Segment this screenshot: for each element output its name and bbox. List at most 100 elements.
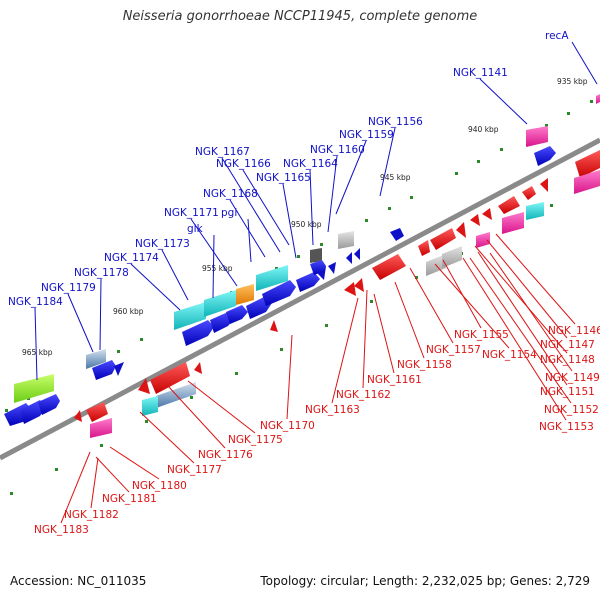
gene-label[interactable]: recA <box>545 30 569 42</box>
gene-glyph[interactable] <box>502 212 524 234</box>
gene-label[interactable]: NGK_1170 <box>260 420 315 432</box>
gene-glyph[interactable] <box>236 284 254 305</box>
gene-glyph[interactable] <box>574 170 600 194</box>
gene-glyph[interactable] <box>256 265 288 291</box>
leader-line <box>161 249 189 301</box>
gene-label[interactable]: NGK_1152 <box>544 404 599 416</box>
gene-glyph[interactable] <box>262 280 296 306</box>
gene-label[interactable]: NGK_1147 <box>540 339 595 351</box>
gene-glyph[interactable] <box>456 222 466 238</box>
gene-glyph[interactable] <box>534 146 556 166</box>
gene-label[interactable]: NGK_1180 <box>132 480 187 492</box>
gene-glyph[interactable] <box>390 228 404 241</box>
leader-line <box>167 385 226 449</box>
gene-glyph[interactable] <box>38 394 60 415</box>
gene-glyph[interactable] <box>86 402 108 422</box>
gene-label[interactable]: NGK_1176 <box>198 449 253 461</box>
gene-glyph[interactable] <box>194 362 202 374</box>
gene-glyph[interactable] <box>346 252 352 264</box>
gene-glyph[interactable] <box>522 186 536 200</box>
reverse-leader-lines <box>60 233 576 524</box>
gene-glyph[interactable] <box>575 150 600 178</box>
gene-glyph[interactable] <box>310 260 326 275</box>
leader-line <box>212 234 215 299</box>
gene-label[interactable]: NGK_1168 <box>203 188 258 200</box>
gene-glyph[interactable] <box>92 360 116 380</box>
gene-glyph[interactable] <box>310 248 322 263</box>
gene-glyph[interactable] <box>270 320 278 332</box>
gene-glyph[interactable] <box>338 231 354 249</box>
gene-label[interactable]: NGK_1154 <box>482 349 537 361</box>
gene-label[interactable]: NGK_1149 <box>545 372 600 384</box>
gene-glyph[interactable] <box>138 378 150 394</box>
gene-label[interactable]: NGK_1146 <box>548 325 600 337</box>
gene-glyph[interactable] <box>442 246 462 268</box>
gene-glyph[interactable] <box>470 214 480 226</box>
gene-label[interactable]: NGK_1159 <box>339 129 394 141</box>
gene-label[interactable]: NGK_1148 <box>540 354 595 366</box>
leader-line <box>373 293 395 374</box>
gene-label[interactable]: NGK_1162 <box>336 389 391 401</box>
gene-label[interactable]: NGK_1181 <box>102 493 157 505</box>
leader-line <box>247 218 252 263</box>
gene-label[interactable]: NGK_1173 <box>135 238 190 250</box>
gene-label[interactable]: NGK_1177 <box>167 464 222 476</box>
gene-label[interactable]: NGK_1164 <box>283 158 338 170</box>
gene-label[interactable]: NGK_1171 <box>164 207 219 219</box>
gene-glyph[interactable] <box>540 178 548 192</box>
gene-glyph[interactable] <box>498 196 520 214</box>
gene-label[interactable]: NGK_1184 <box>8 296 63 308</box>
gene-glyph[interactable] <box>482 208 492 220</box>
gene-glyph[interactable] <box>150 362 190 394</box>
gene-glyph[interactable] <box>526 126 548 147</box>
gene-glyph[interactable] <box>90 418 112 438</box>
gene-label[interactable]: NGK_1166 <box>216 158 271 170</box>
gene-glyph[interactable] <box>328 262 336 274</box>
gene-label[interactable]: NGK_1155 <box>454 329 509 341</box>
gene-label[interactable]: NGK_1179 <box>41 282 96 294</box>
gene-glyph[interactable] <box>142 396 158 416</box>
gene-glyph[interactable] <box>430 228 456 250</box>
leader-line <box>495 233 576 325</box>
gene-label[interactable]: NGK_1158 <box>397 359 452 371</box>
gene-label[interactable]: NGK_1165 <box>256 172 311 184</box>
gene-glyph[interactable] <box>372 254 406 280</box>
leader-line <box>379 127 396 197</box>
gene-label[interactable]: NGK_1182 <box>64 509 119 521</box>
gene-glyph[interactable] <box>226 305 248 324</box>
gene-label[interactable]: NGK_1151 <box>540 386 595 398</box>
leader-line <box>479 78 528 125</box>
gene-glyph[interactable] <box>596 94 600 104</box>
gene-glyph[interactable] <box>344 282 356 296</box>
gene-label[interactable]: NGK_1157 <box>426 344 481 356</box>
gene-label[interactable]: NGK_1167 <box>195 146 250 158</box>
gene-label[interactable]: NGK_1160 <box>310 144 365 156</box>
gene-glyph[interactable] <box>182 320 214 346</box>
gene-label[interactable]: pgi <box>221 207 237 219</box>
gene-glyph[interactable] <box>296 272 320 292</box>
gene-label[interactable]: NGK_1153 <box>539 421 594 433</box>
gene-glyph[interactable] <box>354 278 364 292</box>
gene-label[interactable]: glk <box>187 223 204 235</box>
gene-glyph[interactable] <box>204 290 236 317</box>
gene-glyph[interactable] <box>526 202 544 220</box>
gene-label[interactable]: NGK_1141 <box>453 67 508 79</box>
gene-glyph[interactable] <box>74 410 82 422</box>
gene-glyph[interactable] <box>114 362 124 376</box>
tick-label: 965 kbp <box>22 348 53 357</box>
gene-glyph[interactable] <box>354 248 360 260</box>
gene-label[interactable]: NGK_1175 <box>228 434 283 446</box>
gene-label[interactable]: NGK_1156 <box>368 116 423 128</box>
reverse-gene-labels: NGK_1146 NGK_1147 NGK_1148 NGK_1149 NGK_1151… <box>34 325 600 536</box>
leader-line <box>331 297 359 404</box>
gene-glyph[interactable] <box>418 240 430 256</box>
gene-label[interactable]: NGK_1174 <box>104 252 159 264</box>
gene-label[interactable]: NGK_1178 <box>74 267 129 279</box>
gene-glyph[interactable] <box>476 232 490 248</box>
gene-label[interactable]: NGK_1163 <box>305 404 360 416</box>
gene-glyph[interactable] <box>174 302 206 330</box>
gene-label[interactable]: NGK_1161 <box>367 374 422 386</box>
gene-label[interactable]: NGK_1183 <box>34 524 89 536</box>
gene-glyph[interactable] <box>86 349 106 369</box>
gene-glyph[interactable] <box>14 374 54 403</box>
